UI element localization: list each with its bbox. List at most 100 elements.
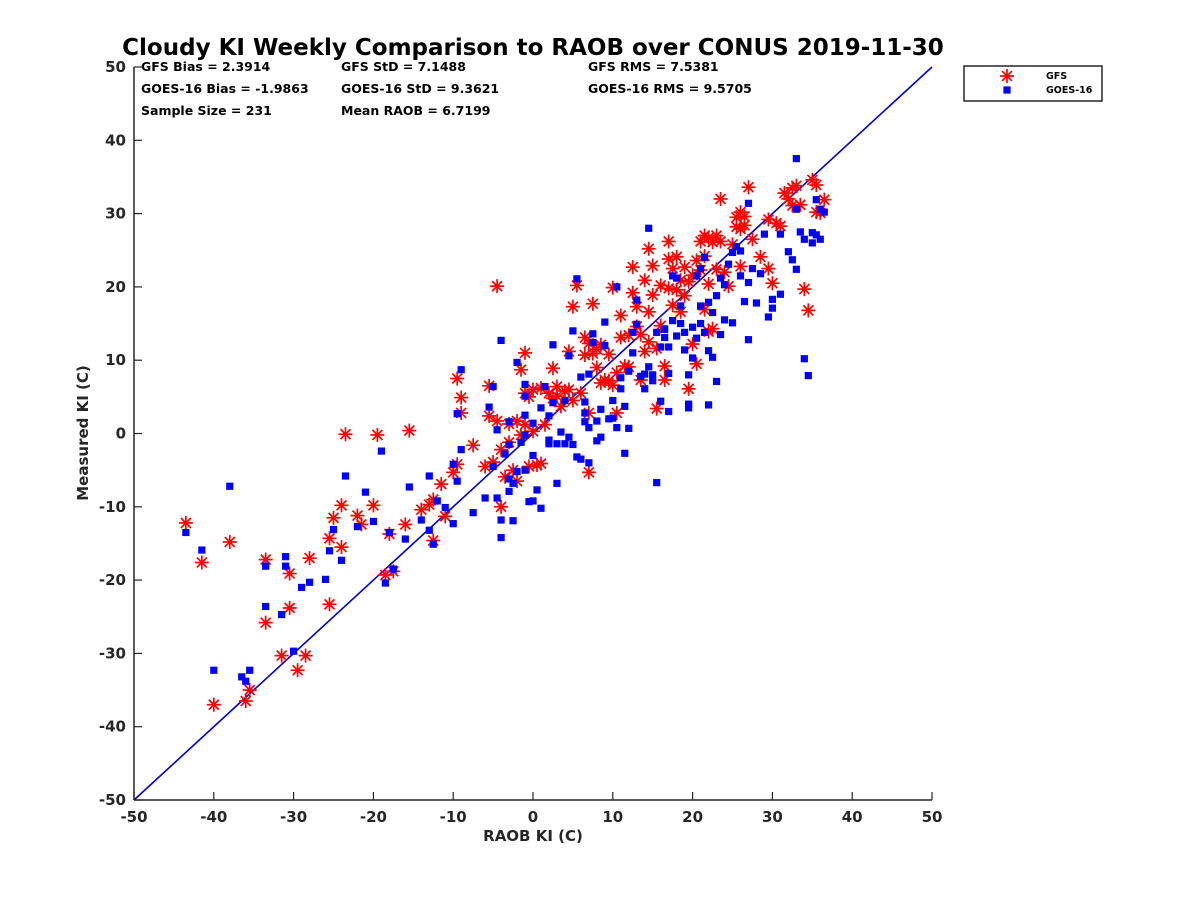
goes16-point: [796, 228, 804, 236]
goes16-point: [581, 398, 589, 406]
gfs-point: [482, 408, 497, 423]
goes16-point: [744, 336, 753, 344]
stat-goes16-rms: GOES-16 RMS = 9.5705: [588, 81, 752, 96]
y-tick-label: -20: [99, 571, 126, 589]
gfs-point: [789, 178, 804, 193]
goes16-point: [609, 396, 617, 405]
legend-goes16-square: [1003, 86, 1011, 94]
goes16-point: [661, 333, 669, 342]
gfs-point: [366, 498, 381, 513]
goes16-point: [633, 320, 641, 328]
goes16-point: [677, 302, 685, 310]
goes16-point: [549, 341, 557, 349]
goes16-point: [361, 488, 370, 496]
goes16-point: [665, 407, 673, 416]
legend-gfs-label: GFS: [1046, 71, 1067, 82]
goes16-point: [704, 298, 713, 306]
goes16-point: [692, 334, 701, 342]
goes16-point: [625, 424, 633, 432]
goes16-point: [449, 460, 457, 468]
gfs-point: [561, 382, 576, 397]
x-tick-label: 10: [602, 808, 623, 826]
goes16-point: [716, 330, 725, 339]
goes16-point: [449, 520, 457, 528]
goes16-point: [325, 547, 334, 555]
gfs-point: [402, 423, 417, 438]
gfs-point: [601, 347, 616, 362]
y-tick-label: 50: [105, 58, 126, 76]
goes16-point: [621, 449, 629, 457]
goes16-point: [685, 400, 693, 408]
goes16-point: [593, 437, 601, 445]
gfs-point: [713, 234, 728, 249]
gfs-point: [645, 287, 660, 302]
goes16-point: [557, 428, 565, 436]
gfs-point: [585, 296, 600, 311]
goes16-point: [453, 410, 461, 418]
goes16-point: [792, 155, 800, 163]
goes16-point: [681, 346, 689, 354]
goes16-point: [744, 278, 753, 287]
gfs-point: [518, 417, 533, 432]
goes16-point: [561, 440, 569, 448]
goes16-point: [585, 459, 593, 467]
y-tick-label: -50: [99, 791, 126, 809]
x-tick-label: 0: [528, 808, 538, 826]
goes16-point: [226, 482, 234, 490]
goes16-point: [657, 343, 665, 351]
x-tick-label: 20: [682, 808, 703, 826]
goes16-point: [800, 235, 808, 243]
gfs-point: [565, 299, 580, 314]
goes16-point: [677, 319, 685, 328]
gfs-point: [242, 683, 257, 698]
goes16-point: [429, 540, 437, 548]
goes16-point: [685, 371, 693, 379]
gfs-point: [414, 502, 429, 517]
goes16-point: [262, 562, 270, 570]
goes16-point: [613, 424, 621, 432]
goes16-point: [529, 497, 537, 505]
goes16-point: [282, 553, 290, 561]
goes16-point: [573, 275, 581, 283]
goes16-point: [736, 272, 745, 280]
gfs-point: [641, 334, 656, 349]
goes16-point: [708, 308, 717, 317]
axis-ticks: -50 -40 -30 -20 -10 0 10 20 30 40 50 -50 -40 -30 -20 -1…: [99, 58, 943, 826]
goes16-point: [513, 468, 521, 476]
goes16-point: [353, 522, 362, 531]
goes16-point: [553, 479, 561, 487]
goes16-point: [597, 405, 605, 413]
goes16-point: [581, 409, 589, 417]
goes16-point: [617, 374, 625, 382]
gfs-point: [677, 288, 692, 303]
goes16-point: [505, 487, 513, 496]
gfs-point: [370, 427, 385, 442]
goes16-point: [341, 472, 350, 480]
x-tick-label: -30: [280, 808, 307, 826]
goes16-point: [685, 404, 693, 412]
goes16-point: [792, 205, 800, 213]
x-tick-label: -20: [360, 808, 387, 826]
goes16-point: [489, 382, 497, 391]
goes16-point: [509, 517, 517, 525]
goes16-point: [210, 666, 218, 674]
y-tick-label: 20: [105, 278, 126, 296]
goes16-point: [537, 404, 545, 412]
gfs-point: [514, 362, 529, 377]
goes16-point: [756, 270, 765, 278]
goes16-point: [561, 396, 569, 405]
goes16-point: [509, 479, 517, 487]
goes16-point: [505, 418, 513, 426]
goes16-point: [776, 230, 784, 238]
goes16-point: [425, 526, 433, 534]
goes16-point: [744, 199, 753, 207]
gfs-point: [733, 259, 748, 274]
goes16-point: [425, 472, 433, 480]
goes16-point: [553, 440, 561, 448]
gfs-point: [282, 600, 297, 615]
goes16-point: [278, 610, 286, 619]
gfs-point: [322, 531, 337, 546]
goes16-point: [481, 494, 489, 502]
goes16-point: [673, 332, 681, 340]
goes16-point: [545, 412, 553, 420]
